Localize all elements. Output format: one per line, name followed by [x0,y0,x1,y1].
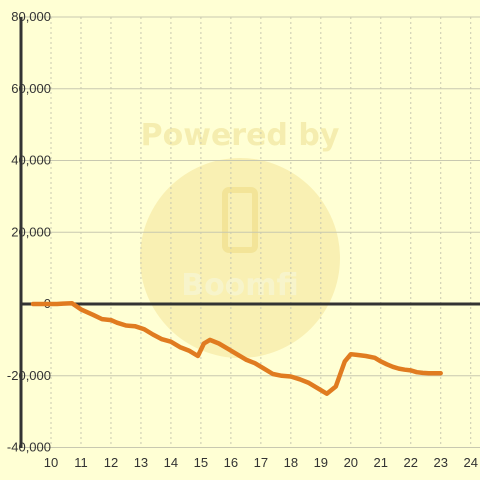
series-layer [30,301,443,396]
x-tick-label: 13 [134,455,148,470]
x-tick-label: 12 [104,455,118,470]
x-tick-label: 24 [463,455,477,470]
x-tick-label: 22 [404,455,418,470]
y-tick-label: 60,000 [11,81,51,96]
watermark: Powered by Boomfi [140,118,340,358]
y-tick-label: -40,000 [7,440,51,455]
horizontal-gridlines [21,16,480,448]
y-tick-label: 80,000 [11,9,51,24]
watermark-logo-mark [222,187,258,253]
watermark-line2: Boomfi [181,268,299,303]
x-tick-label: 23 [434,455,448,470]
watermark-logo-circle [140,158,340,358]
watermark-line1: Powered by [141,118,340,153]
x-tick-label: 19 [314,455,328,470]
x-tick-label: 14 [164,455,178,470]
x-tick-label: 21 [374,455,388,470]
x-tick-label: 20 [344,455,358,470]
x-tick-label: 18 [284,455,298,470]
x-axis-ticks: 10 11 12 13 14 15 16 17 18 19 20 21 22 23 24 [44,455,478,470]
x-tick-label: 16 [224,455,238,470]
x-tick-label: 11 [74,455,88,470]
x-tick-label: 10 [44,455,58,470]
x-tick-label: 17 [254,455,268,470]
y-tick-label: 40,000 [11,153,51,168]
x-tick-label: 15 [194,455,208,470]
y-tick-label: -20,000 [7,368,51,383]
series-line-0 [30,301,443,396]
y-tick-label: 20,000 [11,224,51,239]
